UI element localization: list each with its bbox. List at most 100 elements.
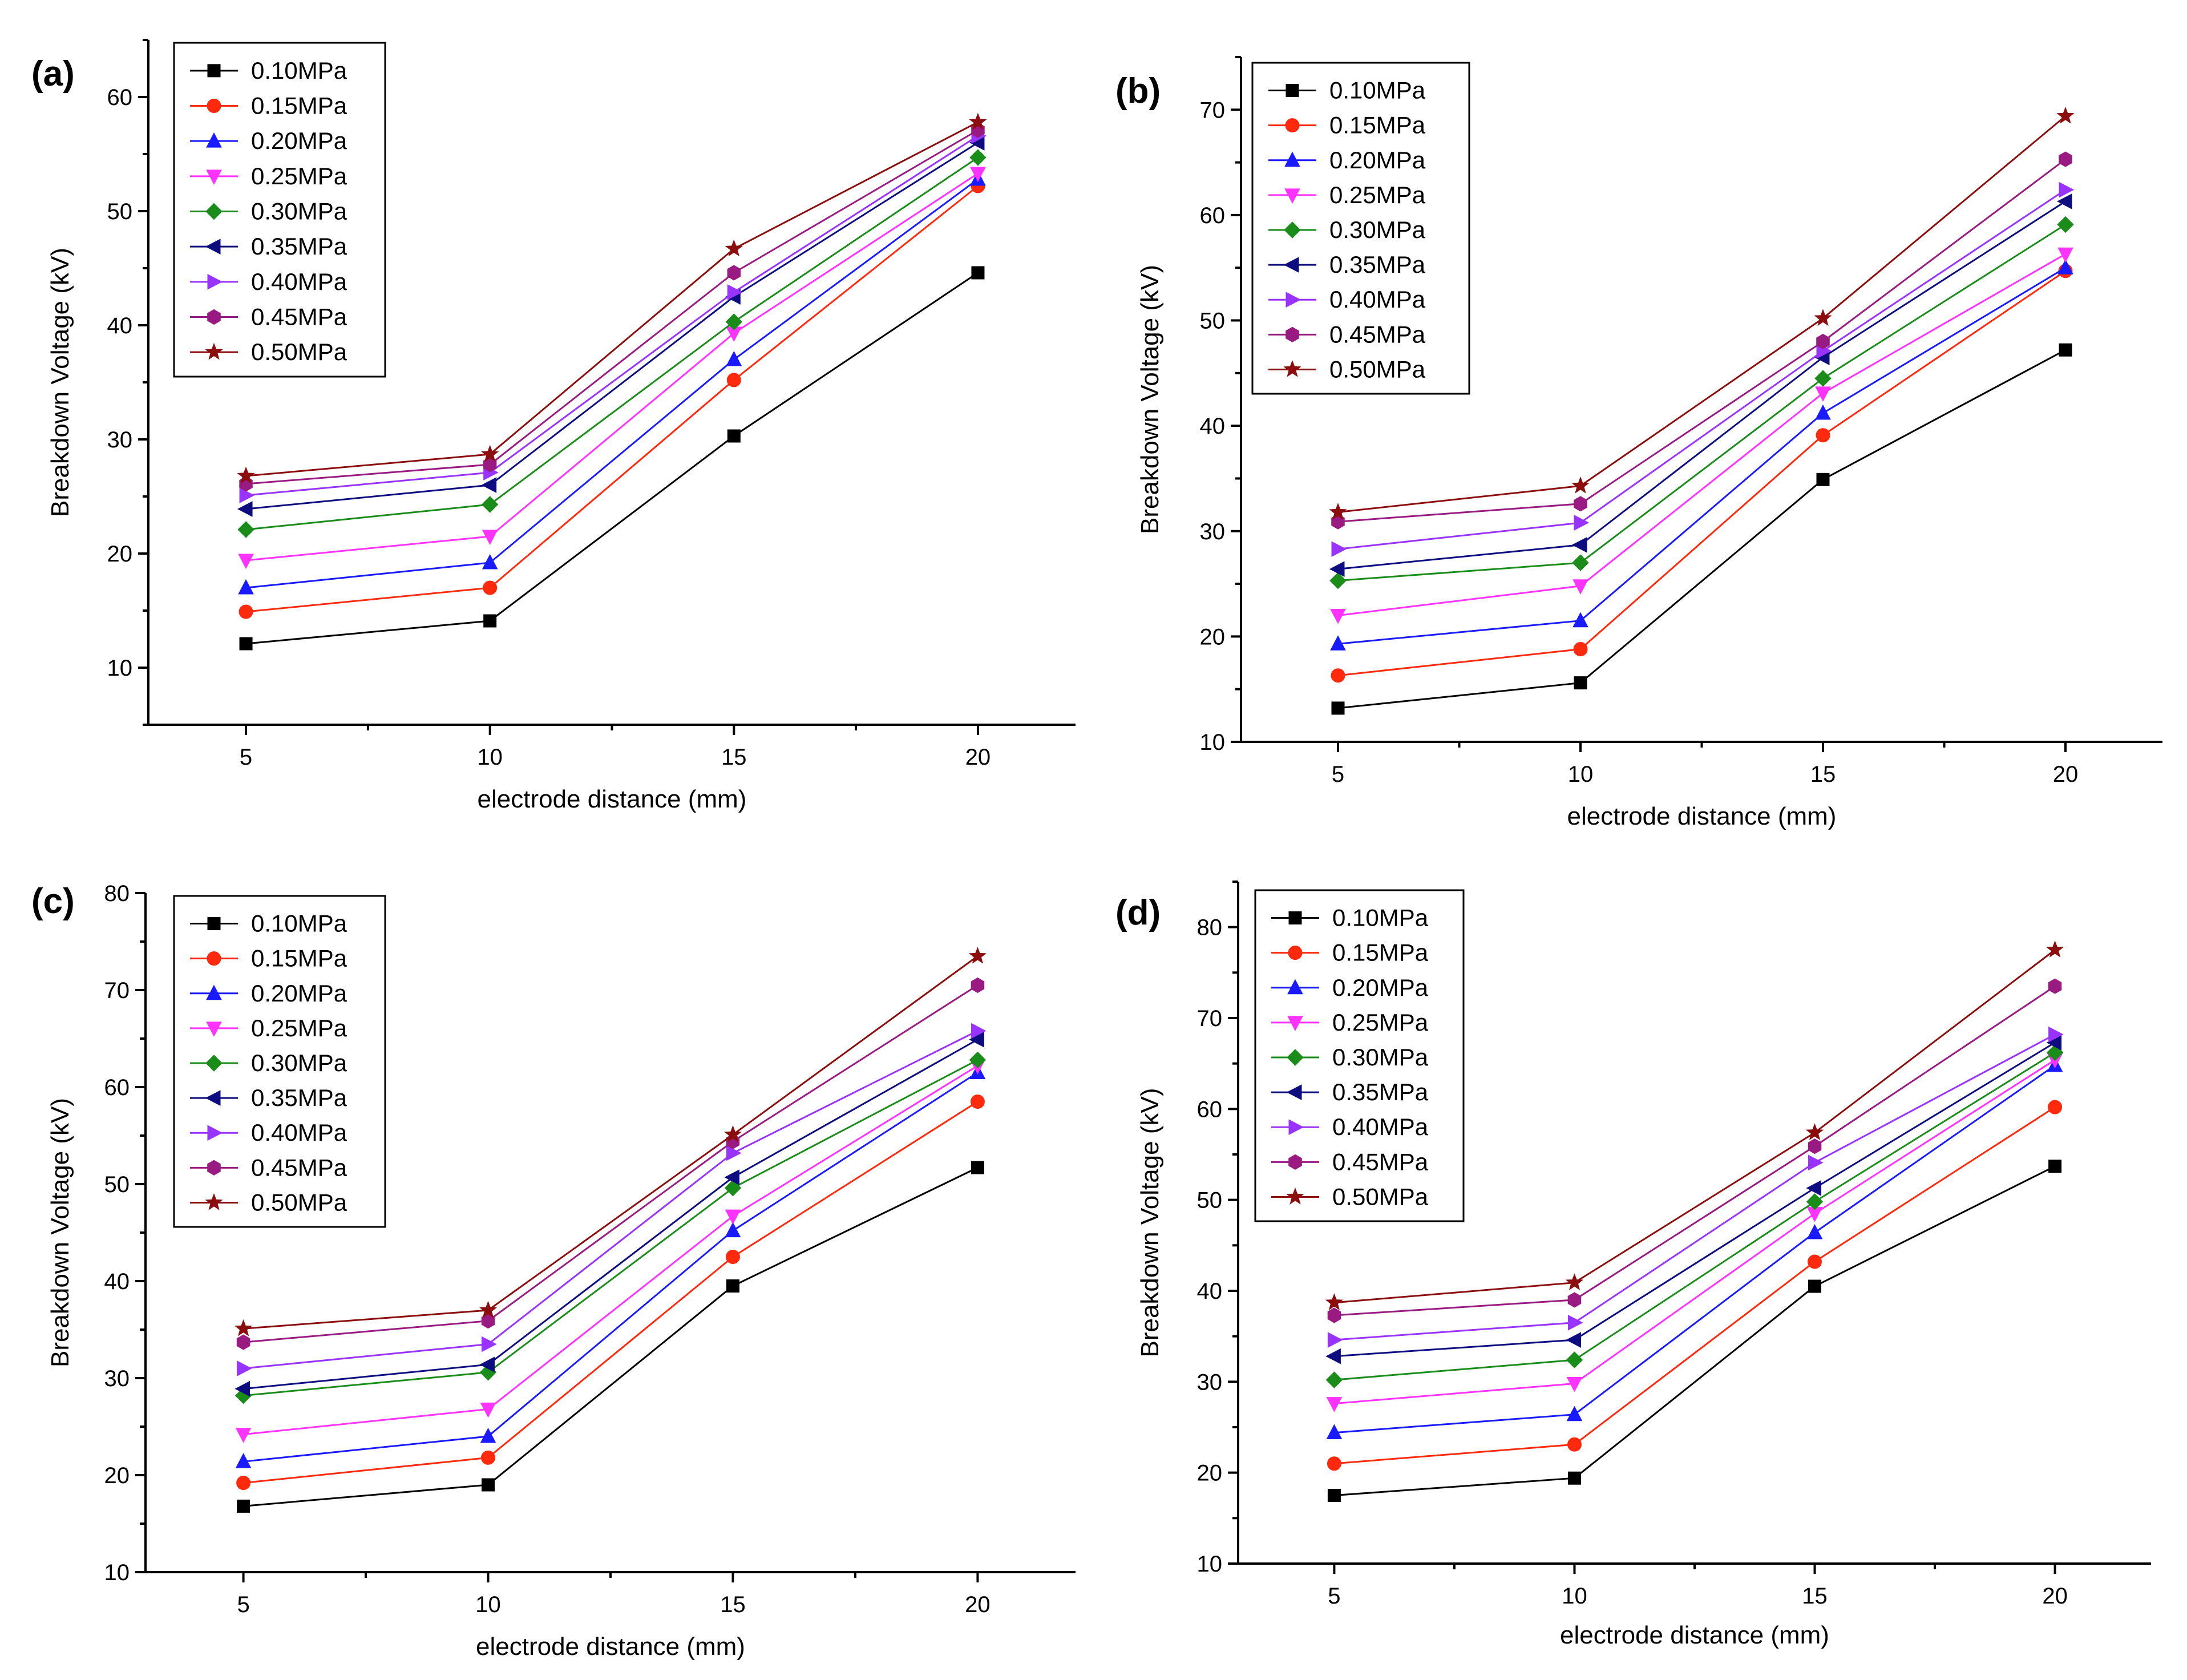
data-point	[1330, 635, 1346, 651]
legend-item: 0.45MPa	[190, 304, 347, 330]
legend-label: 0.50MPa	[1329, 356, 1426, 382]
y-axis-title: Breakdown Voltage (kV)	[46, 248, 74, 517]
legend-label: 0.10MPa	[1332, 904, 1429, 931]
legend-marker	[206, 169, 222, 185]
series-line	[1334, 1033, 2056, 1341]
series-0.50MPa	[234, 947, 987, 1336]
legend-item: 0.25MPa	[190, 163, 347, 189]
series-line	[1337, 189, 2066, 550]
data-point	[482, 530, 498, 546]
data-point	[727, 429, 741, 443]
data-point	[725, 1250, 740, 1264]
series-line	[1334, 1059, 2056, 1405]
legend-item: 0.10MPa	[1268, 77, 1426, 104]
data-point	[236, 1476, 251, 1491]
series-line	[243, 955, 979, 1330]
series-0.35MPa	[1325, 1035, 2062, 1364]
series-0.25MPa	[1326, 1053, 2063, 1412]
y-tick-label: 80	[1197, 915, 1223, 940]
data-point	[2048, 1026, 2064, 1043]
series-line	[1334, 1165, 2056, 1496]
series-line	[1334, 949, 2056, 1304]
panel-label: (b)	[1115, 71, 1161, 111]
data-point	[1815, 386, 1831, 402]
data-point	[239, 487, 255, 503]
legend-marker	[207, 309, 221, 325]
series-0.40MPa	[237, 1023, 987, 1376]
data-point	[1572, 612, 1588, 628]
series-0.30MPa	[1325, 1044, 2064, 1388]
legend-label: 0.50MPa	[251, 338, 347, 365]
series-line	[1334, 1041, 2056, 1358]
series-line	[243, 1101, 979, 1484]
y-tick-label: 60	[1197, 1097, 1223, 1122]
data-point	[1325, 1293, 1344, 1310]
legend-marker	[206, 1021, 222, 1037]
legend-item: 0.40MPa	[1271, 1113, 1429, 1140]
x-tick-label: 20	[965, 1592, 991, 1617]
data-point	[724, 1169, 739, 1185]
data-point	[481, 496, 499, 513]
data-point	[236, 1334, 250, 1350]
y-axis-title: Breakdown Voltage (kV)	[1136, 1088, 1164, 1357]
legend-label: 0.25MPa	[251, 163, 347, 189]
y-tick-label: 40	[1197, 1279, 1223, 1304]
legend: 0.10MPa 0.15MPa 0.20MPa 0.25MPa 0.30MPa 0.35M…	[173, 42, 386, 378]
data-point	[239, 637, 253, 651]
series-0.15MPa	[236, 1095, 985, 1491]
data-point	[726, 1279, 739, 1293]
legend-item: 0.40MPa	[190, 268, 347, 295]
series-0.20MPa	[1330, 259, 2073, 651]
legend-marker	[1285, 118, 1300, 133]
legend-marker	[1287, 1016, 1303, 1031]
y-tick-label: 30	[1197, 1370, 1223, 1395]
legend-item: 0.30MPa	[1271, 1044, 1429, 1071]
data-point	[971, 1161, 984, 1174]
series-0.10MPa	[1327, 1160, 2062, 1502]
legend-marker	[1284, 151, 1300, 167]
series-line	[245, 178, 979, 589]
y-tick-label: 40	[107, 313, 133, 338]
data-point	[237, 521, 254, 538]
legend-item: 0.10MPa	[190, 57, 347, 84]
legend-label: 0.35MPa	[251, 1084, 347, 1111]
data-point	[1566, 1377, 1583, 1392]
series-0.35MPa	[235, 1031, 984, 1397]
panel-label: (a)	[31, 54, 75, 94]
legend-item: 0.40MPa	[1268, 286, 1426, 313]
legend-item: 0.15MPa	[1268, 112, 1426, 139]
legend-marker	[205, 342, 223, 360]
legend-marker	[1283, 360, 1301, 377]
series-line	[1337, 253, 2066, 616]
legend-label: 0.20MPa	[1332, 974, 1429, 1001]
data-point	[238, 579, 254, 595]
data-point	[1331, 668, 1345, 683]
series-line	[243, 1166, 979, 1507]
y-tick-label: 80	[104, 881, 130, 906]
x-tick-label: 20	[2042, 1584, 2068, 1609]
series-0.30MPa	[237, 149, 987, 538]
legend-label: 0.25MPa	[251, 1015, 347, 1041]
series-line	[1337, 349, 2066, 709]
data-point	[481, 477, 497, 493]
legend-item: 0.50MPa	[1268, 356, 1426, 382]
data-point	[481, 1313, 495, 1329]
data-point	[725, 1222, 741, 1238]
y-tick-label: 60	[107, 85, 133, 110]
y-tick-label: 60	[1200, 203, 1226, 228]
series-line	[1334, 1052, 2056, 1381]
legend-marker	[1288, 1119, 1304, 1136]
legend-label: 0.40MPa	[251, 268, 347, 295]
legend-label: 0.10MPa	[251, 910, 347, 937]
legend-item: 0.30MPa	[190, 198, 347, 225]
series-0.50MPa	[1329, 106, 2075, 520]
legend-marker	[1286, 1187, 1304, 1205]
y-tick-label: 20	[1200, 624, 1226, 649]
data-point	[2056, 193, 2072, 209]
legend-marker	[1285, 84, 1299, 98]
legend-label: 0.50MPa	[251, 1189, 347, 1215]
legend-marker	[1284, 221, 1301, 239]
legend-item: 0.10MPa	[190, 910, 347, 937]
data-point	[482, 1478, 495, 1492]
data-point	[1325, 1371, 1343, 1388]
